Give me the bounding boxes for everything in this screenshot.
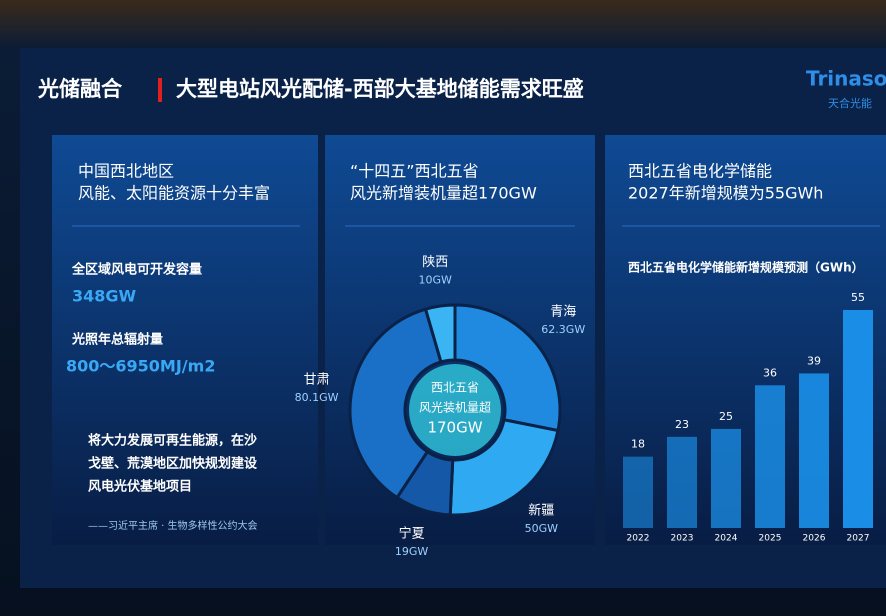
panel-title: “十四五”西北五省 xyxy=(350,162,479,181)
x-tick-label: 2025 xyxy=(759,534,782,544)
x-tick-label: 2022 xyxy=(627,534,650,544)
divider xyxy=(158,78,162,102)
donut-center xyxy=(409,364,501,456)
panel-title: 风能、太阳能资源十分丰富 xyxy=(78,184,270,203)
slice-value: 62.3GW xyxy=(541,323,585,336)
center-text: 西北五省 xyxy=(431,381,479,395)
bar-value: 25 xyxy=(719,410,733,423)
slice-value: 10GW xyxy=(418,273,452,286)
bar-value: 23 xyxy=(675,418,689,431)
x-tick-label: 2026 xyxy=(803,534,826,544)
quote-line: 戈壁、荒漠地区加快规划建设 xyxy=(88,456,258,472)
bar-value: 55 xyxy=(851,291,865,304)
slice-label: 新疆 xyxy=(528,503,554,519)
quote-line: 风电光伏基地项目 xyxy=(88,479,192,495)
quote-line: 将大力发展可再生能源，在沙 xyxy=(88,433,257,449)
slide-title: 大型电站风光配储-西部大基地储能需求旺盛 xyxy=(176,77,584,101)
donut-slice xyxy=(348,307,443,500)
x-tick-label: 2023 xyxy=(671,534,694,544)
bar xyxy=(667,436,697,528)
chart-title: 西北五省电化学储能新增规模预测（GWh） xyxy=(628,260,864,275)
panel-title: 风光新增装机量超170GW xyxy=(350,184,537,203)
panel-left xyxy=(52,135,318,545)
item-value: 800～6950MJ/m2 xyxy=(66,357,215,376)
slice-label: 青海 xyxy=(550,305,576,320)
bar-value: 36 xyxy=(763,366,777,379)
slice-label: 陕西 xyxy=(422,255,448,270)
panel-title: 中国西北地区 xyxy=(78,162,174,181)
x-tick-label: 2024 xyxy=(715,534,738,544)
bar xyxy=(623,456,653,528)
item-value: 348GW xyxy=(72,287,137,306)
panel-title: 2027年新增规模为55GWh xyxy=(628,184,823,203)
x-tick-label: 2027 xyxy=(847,534,870,544)
bar-value: 39 xyxy=(807,354,821,367)
logo-sub: 天合光能 xyxy=(828,96,872,110)
donut-slice xyxy=(423,303,457,364)
panel-title: 西北五省电化学储能 xyxy=(628,162,772,181)
donut-slice xyxy=(453,303,562,433)
slice-label: 宁夏 xyxy=(399,526,425,542)
item-label: 光照年总辐射量 xyxy=(71,332,163,348)
center-text: 风光装机量超 xyxy=(419,400,491,415)
bar xyxy=(711,428,741,528)
slice-value: 50GW xyxy=(525,522,559,535)
donut-slice xyxy=(448,418,560,517)
slice-value: 19GW xyxy=(395,545,429,558)
item-label: 全区域风电可开发容量 xyxy=(71,262,202,278)
bar xyxy=(843,310,873,528)
bar xyxy=(799,373,829,528)
slice-value: 80.1GW xyxy=(295,391,339,404)
quote-source: ——习近平主席 · 生物多样性公约大会 xyxy=(88,519,258,532)
section-title: 光储融合 xyxy=(37,77,123,101)
bar-value: 18 xyxy=(631,438,645,451)
slice-label: 甘肃 xyxy=(304,373,330,388)
bar xyxy=(755,385,785,528)
center-text: 170GW xyxy=(427,419,482,437)
logo: Trinasol xyxy=(806,67,886,91)
